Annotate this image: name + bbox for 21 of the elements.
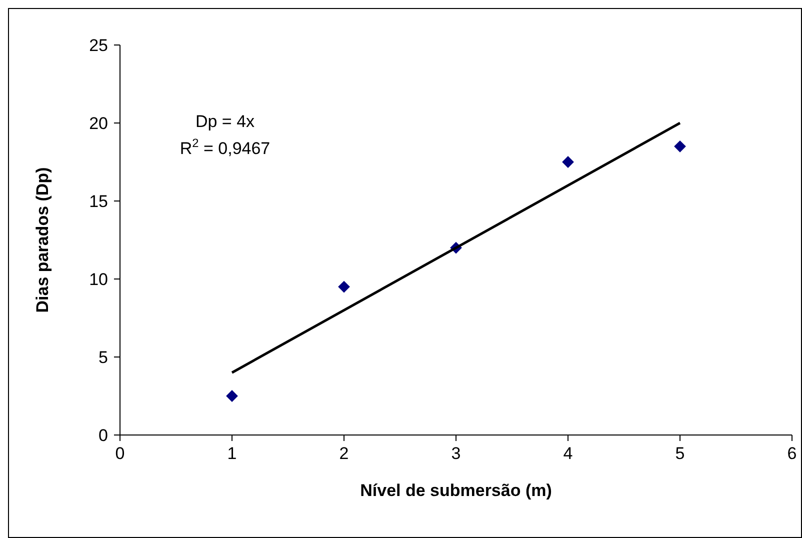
y-tick-label: 20 <box>89 114 108 133</box>
y-tick-label: 5 <box>98 348 108 367</box>
y-tick-label: 0 <box>98 426 108 445</box>
y-axis-title: Dias parados (Dp) <box>33 167 52 313</box>
x-tick-label: 0 <box>115 444 125 463</box>
annotation: Dp = 4x <box>195 112 256 131</box>
x-tick-label: 2 <box>339 444 349 463</box>
x-tick-label: 5 <box>675 444 685 463</box>
point <box>226 390 238 402</box>
point <box>338 280 350 293</box>
y-tick-label: 25 <box>89 36 108 55</box>
point <box>562 156 574 168</box>
x-axis-title: Nível de submersão (m) <box>360 481 552 500</box>
x-tick-label: 1 <box>227 444 237 463</box>
x-tick-label: 3 <box>451 444 461 463</box>
annotation: R$^{2}$ = 0,9467 <box>180 136 270 158</box>
y-tick-label: 10 <box>89 270 108 289</box>
point <box>674 140 686 152</box>
x-tick-label: 6 <box>787 444 797 463</box>
y-tick-label: 15 <box>89 192 108 211</box>
x-tick-label: 4 <box>563 444 573 463</box>
